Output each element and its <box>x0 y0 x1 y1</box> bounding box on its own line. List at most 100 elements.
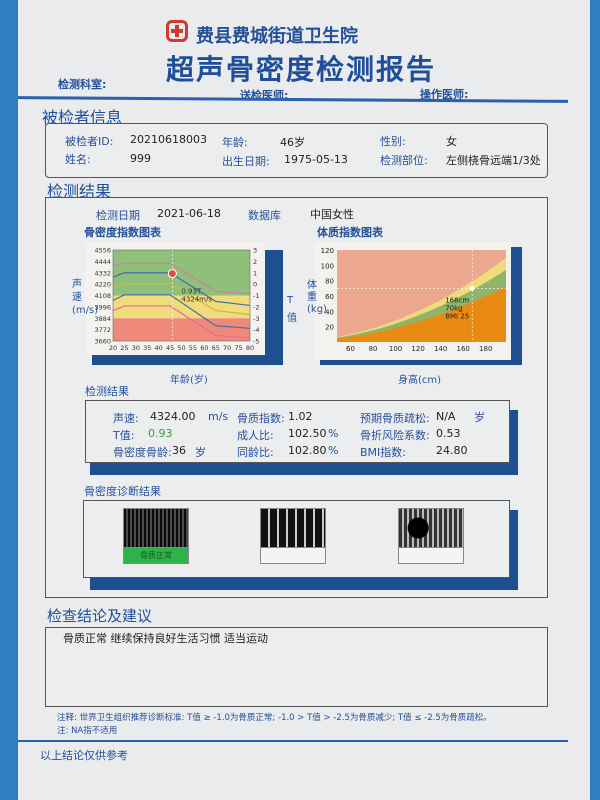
bmd-y2tick: -5 <box>253 338 259 346</box>
bmd-ytick: 4220 <box>94 281 111 289</box>
bmi-point-label: BMI 25 <box>445 312 469 320</box>
t-label: T值: <box>113 429 135 442</box>
bmd-y2tick: -2 <box>253 303 259 311</box>
bone-age-unit: 岁 <box>195 446 206 459</box>
diagnosis-title: 骨密度诊断结果 <box>84 485 161 498</box>
bmd-y2tick: 3 <box>253 247 257 255</box>
bmd-xtick: 25 <box>120 344 128 352</box>
osteo-unit: 岁 <box>474 411 485 424</box>
bmd-xlabel: 年龄(岁) <box>170 375 208 386</box>
hospital-name: 费县费城街道卫生院 <box>196 26 358 47</box>
footer-disclaimer: 以上结论仅供参考 <box>40 749 128 762</box>
bmd-y2tick: 2 <box>253 258 257 266</box>
test-date: 2021-06-18 <box>157 207 221 220</box>
bone-age-label: 骨密度骨龄: <box>113 446 172 459</box>
conclusion-text: 骨质正常 继续保持良好生活习惯 适当运动 <box>63 632 268 645</box>
same-age-unit: % <box>328 444 339 457</box>
same-age-label: 同龄比: <box>237 446 274 459</box>
bmd-xtick: 40 <box>155 344 163 352</box>
test-date-label: 检测日期 <box>96 209 140 222</box>
bmd-xtick: 50 <box>177 344 185 352</box>
bmi-xtick: 60 <box>346 345 355 353</box>
bone-image-normal <box>123 508 189 548</box>
bmd-ylabel: 声速(m/s) <box>72 279 98 316</box>
bmd-xtick: 75 <box>234 344 242 352</box>
bmd-ytick: 3884 <box>94 315 111 323</box>
risk-value: 0.53 <box>436 427 461 440</box>
dob-label: 出生日期: <box>222 155 270 168</box>
bmi-ytick: 40 <box>325 308 334 316</box>
bmd-y2tick: -1 <box>253 292 259 300</box>
bone-age-value: 36 <box>172 444 186 457</box>
patient-id: 20210618003 <box>130 133 207 146</box>
report-title: 超声骨密度检测报告 <box>166 53 437 86</box>
bmd-plot-frame <box>112 249 251 342</box>
dept-label: 检测科室: <box>58 78 107 91</box>
name-value: 999 <box>130 152 151 165</box>
dob-value: 1975-05-13 <box>284 153 348 166</box>
bone-image-osteoporosis <box>398 508 464 548</box>
t-value: 0.93 <box>148 427 173 440</box>
bmd-measured-point <box>167 269 177 279</box>
note-na: 注: NA指不适用 <box>57 726 118 736</box>
bmi-point-label: 168cm <box>445 296 469 304</box>
bmd-ytick: 3660 <box>94 338 111 346</box>
bmi-xtick: 160 <box>456 345 469 353</box>
note-who: 注释: 世界卫生组织推荐诊断标准: T值 ≥ -1.0为骨质正常; -1.0 >… <box>57 713 492 723</box>
bmd-xtick: 65 <box>212 344 220 352</box>
bmi-ytick: 20 <box>325 324 334 332</box>
database-value: 中国女性 <box>310 208 354 221</box>
bmi-value: 24.80 <box>436 444 468 457</box>
adult-label: 成人比: <box>237 429 274 442</box>
bmi-ylabel: 体重(kg) <box>307 280 327 315</box>
operator-label: 操作医师: <box>420 88 469 101</box>
index-label: 骨质指数: <box>237 412 285 425</box>
bmd-xtick: 70 <box>223 344 231 352</box>
patient-section-title: 被检者信息 <box>42 108 123 127</box>
conclusion-title: 检查结论及建议 <box>47 607 153 625</box>
bmd-reference-line <box>112 294 251 329</box>
bmi-chart-title: 体质指数图表 <box>317 226 383 239</box>
results-section-title: 检测结果 <box>47 182 112 201</box>
bmd-reference-line <box>112 262 251 295</box>
osteo-value: N/A <box>436 410 456 423</box>
diagnosis-label-osteopenia <box>260 547 326 564</box>
bmd-ytick: 4444 <box>94 258 111 266</box>
bmd-band <box>113 318 250 341</box>
bmd-ytick: 4332 <box>94 269 111 277</box>
bmi-ytick: 120 <box>321 247 334 255</box>
diagnosis-label-normal: 骨质正常 <box>123 547 189 564</box>
bmi-label: BMI指数: <box>360 446 406 459</box>
footer-divider <box>18 740 568 742</box>
sex-label: 性别: <box>380 135 406 148</box>
bmd-ytick: 4556 <box>94 247 111 255</box>
bmi-measured-point <box>469 285 475 291</box>
age-value: 46岁 <box>280 136 305 149</box>
osteo-label: 预期骨质疏松: <box>360 412 430 425</box>
hospital-logo <box>166 20 188 42</box>
age-label: 年龄: <box>222 136 248 149</box>
bmi-xtick: 100 <box>389 345 402 353</box>
name-label: 姓名: <box>65 153 91 166</box>
bmd-xtick: 20 <box>109 344 117 352</box>
database-label: 数据库 <box>248 209 281 222</box>
bmi-ytick: 60 <box>325 293 334 301</box>
bmd-y2label: T值 <box>287 295 297 324</box>
bmd-xtick: 35 <box>143 344 151 352</box>
bmd-ytick: 4108 <box>94 292 111 300</box>
bmd-point-label: 4324m/s <box>181 296 212 304</box>
same-age-value: 102.80 <box>288 444 327 457</box>
bmd-reference-line <box>112 283 251 316</box>
bmd-reference-line <box>112 305 251 339</box>
bmi-xtick: 180 <box>479 345 492 353</box>
patient-id-label: 被检者ID: <box>65 135 114 148</box>
index-value: 1.02 <box>288 410 313 423</box>
bmd-ytick: 3772 <box>94 326 111 334</box>
bmi-xtick: 140 <box>434 345 447 353</box>
bmi-point-label: 70kg <box>445 304 462 312</box>
diagnosis-label-osteoporosis <box>398 547 464 564</box>
bmi-ytick: 100 <box>321 262 334 270</box>
bmd-xtick: 55 <box>189 344 197 352</box>
